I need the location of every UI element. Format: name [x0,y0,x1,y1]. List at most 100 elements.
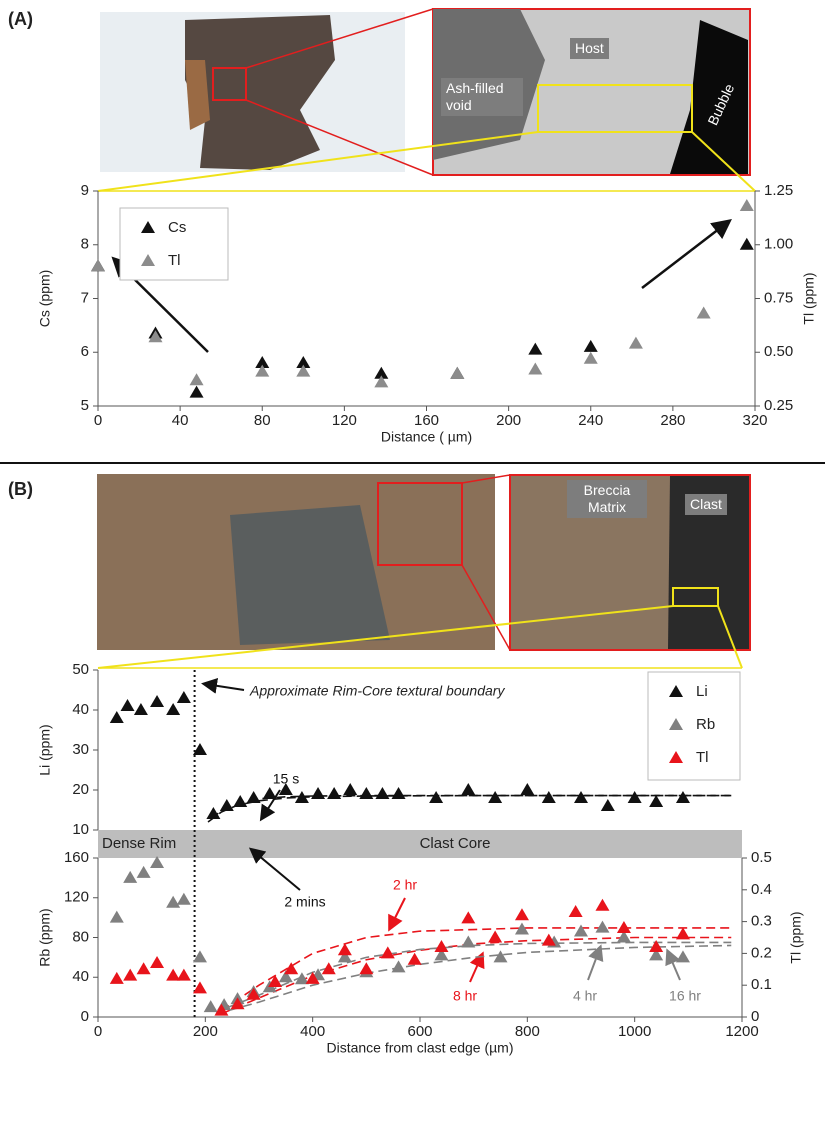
x-tick-label: 0 [94,1023,102,1040]
marker [177,969,191,981]
marker [392,787,406,799]
y-tick-label: 0.1 [751,976,772,993]
marker [193,743,207,755]
marker [110,711,124,723]
x-tick-label: 200 [496,412,521,429]
y-tick-label: 120 [64,889,89,906]
x-tick-label: 120 [332,412,357,429]
marker [166,703,180,715]
y-tick-label: 9 [81,182,89,199]
curve-label: 16 hr [669,988,701,1004]
arrow [642,222,728,288]
arrow [205,684,244,690]
y-tick-label: 10 [72,821,89,838]
marker [584,340,598,352]
image-label: Host [570,38,609,59]
marker [204,1000,218,1012]
y-tick-label: 0.5 [751,849,772,866]
marker [327,787,341,799]
y-tick-label: 7 [81,289,89,306]
marker [150,695,164,707]
x-tick-label: 0 [94,412,102,429]
legend-label: Tl [696,749,709,766]
page: (A)56789Cs (ppm)0.250.500.751.001.25Tl (… [0,0,825,1131]
arrow [470,955,482,982]
marker [461,935,475,947]
marker [434,940,448,952]
marker [574,925,588,937]
axis-title: Tl (ppm) [788,911,804,963]
legend-label: Cs [168,219,186,236]
marker [628,791,642,803]
marker [137,866,151,878]
y-tick-label: 40 [72,701,89,718]
image-label: Breccia Matrix [567,480,647,518]
x-tick-label: 400 [300,1023,325,1040]
marker [601,799,615,811]
x-tick-label: 280 [660,412,685,429]
y-tick-label: 5 [81,397,89,414]
image-label: Clast [685,494,727,515]
y-tick-label: 0.2 [751,944,772,961]
marker [574,791,588,803]
marker [123,969,137,981]
y-tick-label: 160 [64,849,89,866]
marker [110,911,124,923]
marker [542,791,556,803]
axis-title: Tl (ppm) [801,272,817,324]
marker [381,946,395,958]
curve-label: 2 mins [284,894,325,910]
marker [450,367,464,379]
axis-title: Li (ppm) [37,724,53,775]
marker [359,962,373,974]
marker [247,791,261,803]
marker [528,343,542,355]
marker [177,893,191,905]
y-tick-label: 0.4 [751,881,772,898]
marker [177,691,191,703]
marker [595,899,609,911]
marker [740,199,754,211]
marker [676,927,690,939]
zone-label: Dense Rim [102,835,176,852]
marker [392,960,406,972]
marker [461,911,475,923]
y-tick-label: 6 [81,343,89,360]
marker [676,950,690,962]
marker [629,337,643,349]
marker [488,931,502,943]
y-tick-label: 0.75 [764,289,793,306]
panel-label: (A) [8,9,33,29]
marker [121,699,135,711]
marker [137,962,151,974]
arrow [390,898,405,928]
marker [649,795,663,807]
marker [91,259,105,271]
x-tick-label: 40 [172,412,189,429]
marker [263,787,277,799]
y-tick-label: 80 [72,928,89,945]
marker [528,362,542,374]
marker [408,953,422,965]
x-tick-label: 600 [407,1023,432,1040]
marker [595,921,609,933]
marker [233,795,247,807]
marker [697,307,711,319]
marker [429,791,443,803]
image-label-box: Breccia Matrix [567,480,667,530]
x-tick-label: 160 [414,412,439,429]
marker [488,791,502,803]
y-tick-label: 1.00 [764,236,793,253]
marker [193,981,207,993]
marker [166,896,180,908]
marker [110,972,124,984]
model-curve [208,796,731,822]
axis-title: Distance from clast edge (µm) [326,1040,513,1056]
x-tick-label: 320 [742,412,767,429]
x-tick-label: 80 [254,412,271,429]
y-tick-label: 8 [81,236,89,253]
marker [520,783,534,795]
y-tick-label: 0.50 [764,343,793,360]
marker [123,871,137,883]
y-tick-label: 30 [72,741,89,758]
